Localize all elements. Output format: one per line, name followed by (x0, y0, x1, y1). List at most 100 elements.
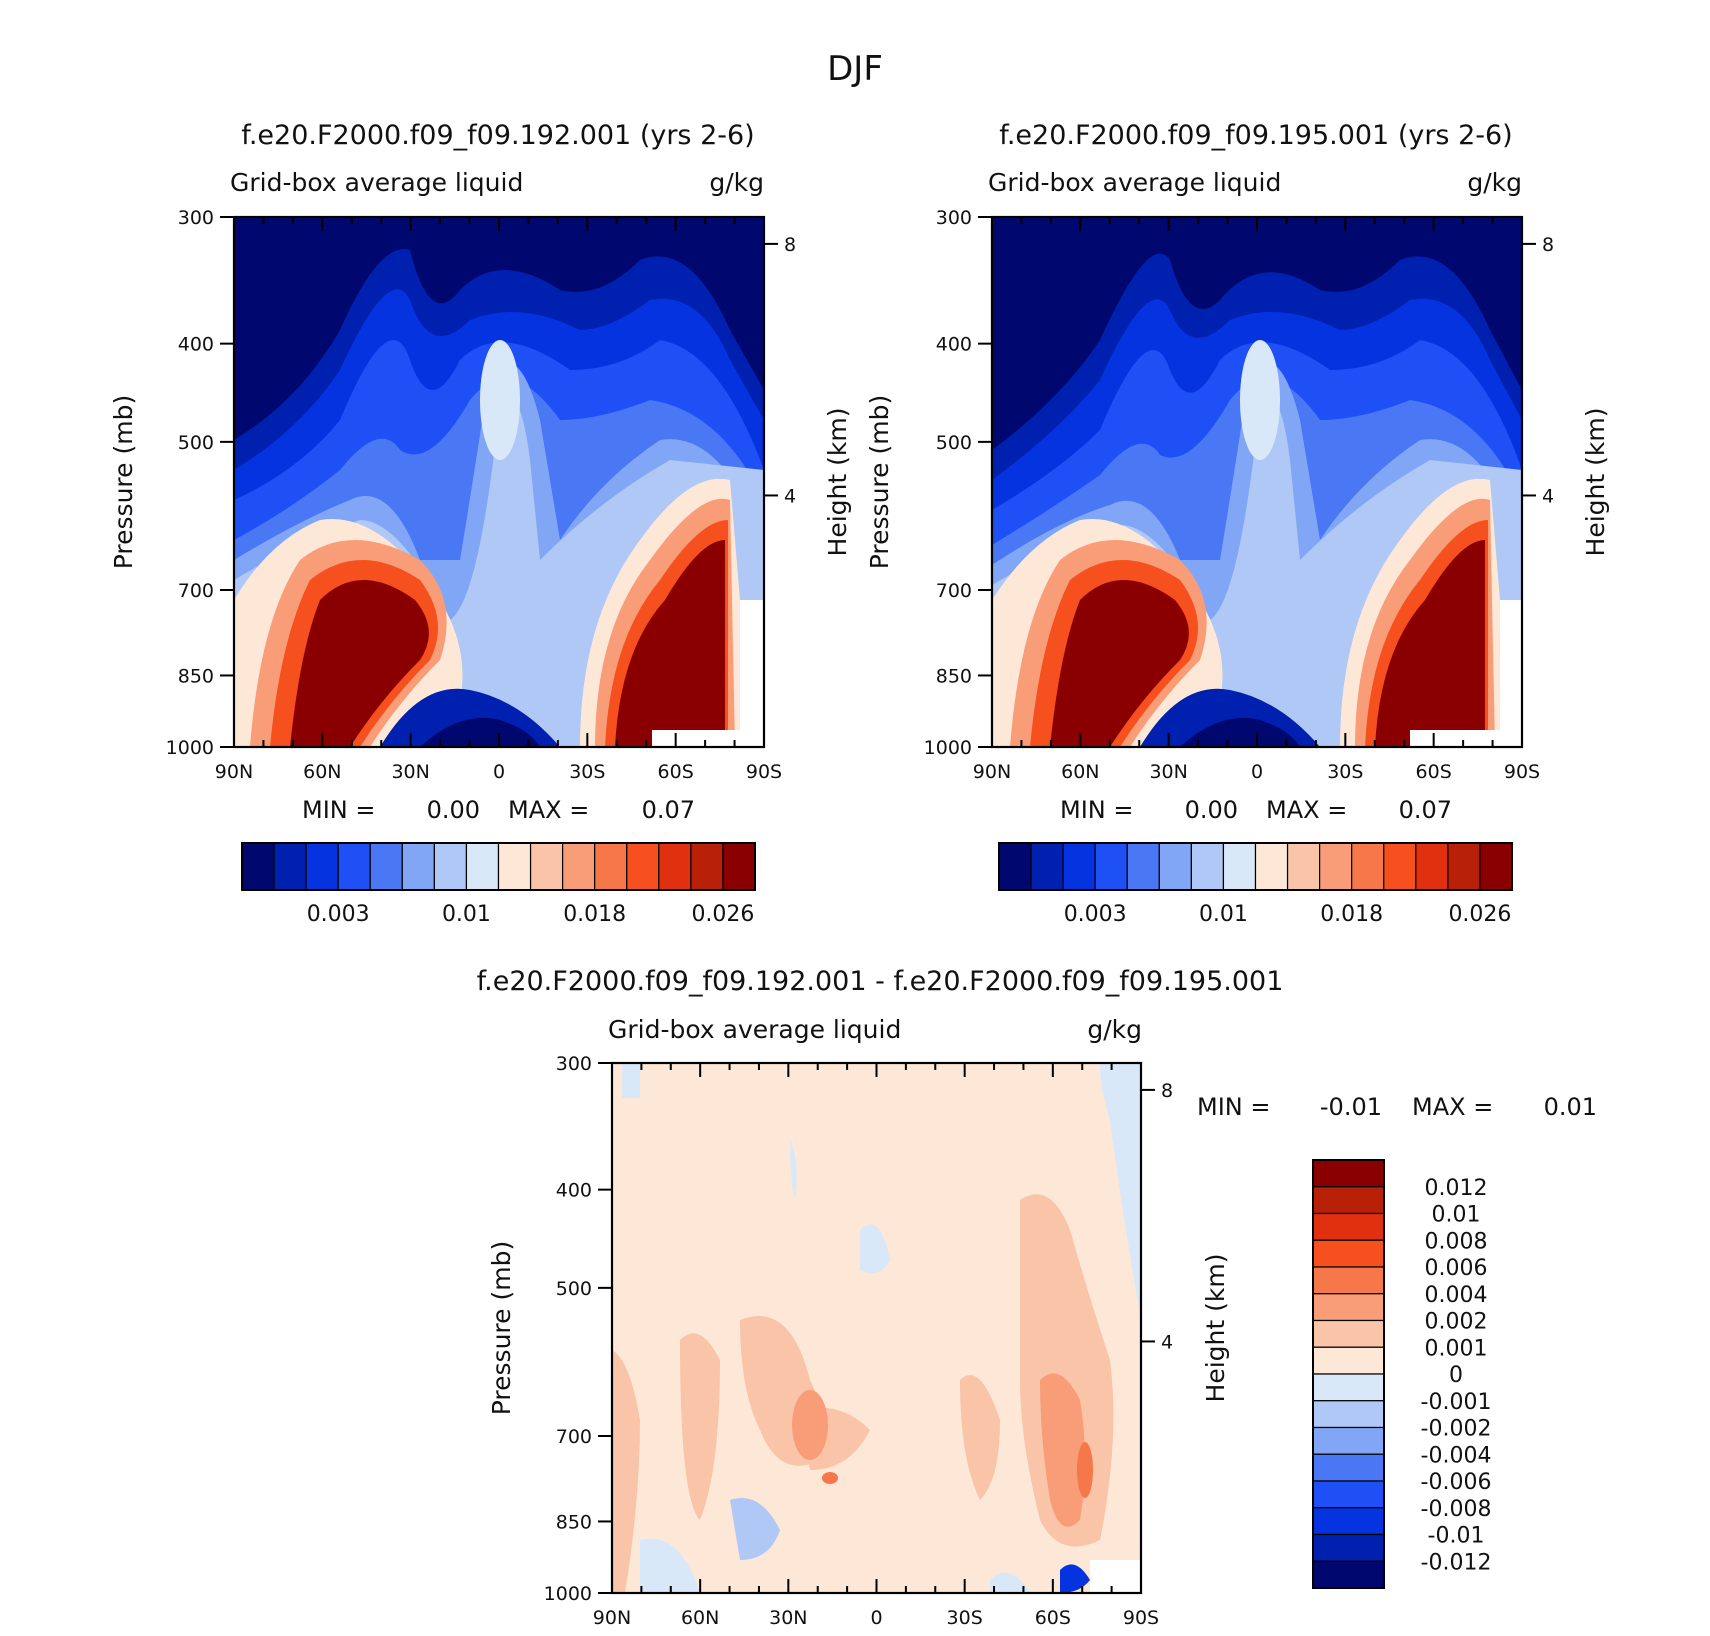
panel-left: f.e20.F2000.f09_f09.192.001 (yrs 2-6) Gr… (109, 120, 852, 927)
panel-left-xtick-label: 30N (391, 761, 429, 783)
panel-right-colorbar-swatch (1094, 842, 1128, 891)
panel-right-min-label: MIN = (1060, 796, 1133, 824)
panel-left-xtick-label: 90S (746, 761, 782, 783)
panel-difference-colorbar-label: 0.012 (1425, 1176, 1488, 1201)
panel-right-ytick-label: 300 (936, 207, 972, 229)
panel-left-ytick-label: 300 (178, 207, 214, 229)
panel-left-max-label: MAX = (508, 796, 589, 824)
panel-left-colorbar-swatch (626, 842, 660, 891)
panel-difference-colorbar-label: -0.008 (1421, 1497, 1492, 1522)
panel-left-ylabel: Pressure (mb) (109, 395, 138, 569)
panel-left-ytick-right-label: 8 (784, 234, 796, 256)
panel-right-field: Grid-box average liquid (988, 168, 1281, 197)
panel-right-colorbar-swatch (1479, 842, 1513, 891)
panel-right-colorbar-swatch (1158, 842, 1192, 891)
panel-right-xtick-label: 90S (1504, 761, 1540, 783)
panel-right-colorbar: 0.003 0.01 0.018 0.026 (998, 842, 1513, 927)
panel-difference: f.e20.F2000.f09_f09.192.001 - f.e20.F200… (477, 966, 1597, 1629)
panel-right-ytick-label: 1000 (924, 737, 972, 759)
panel-right-colorbar-swatch (1126, 842, 1160, 891)
panel-right-colorbar-label: 0.026 (1448, 902, 1511, 927)
panel-difference-axes: 90N 60N 30N 0 30S 60S 90S 300 400 500 700 850 1000 8 4 (544, 1053, 1173, 1629)
panel-difference-ytick-label: 1000 (544, 1583, 592, 1605)
panel-difference-title: f.e20.F2000.f09_f09.192.001 - f.e20.F200… (477, 966, 1284, 997)
panel-difference-colorbar-swatch (1312, 1400, 1385, 1429)
panel-right-units: g/kg (1467, 168, 1522, 197)
panel-left-colorbar-label: 0.003 (307, 902, 370, 927)
panel-right-colorbar-swatch (1254, 842, 1289, 891)
panel-difference-units: g/kg (1087, 1015, 1142, 1044)
panel-difference-colorbar-label: 0.006 (1425, 1256, 1488, 1281)
panel-difference-colorbar-swatch (1312, 1266, 1385, 1295)
panel-right-colorbar-swatch (1190, 842, 1225, 891)
panel-left-colorbar-frame (241, 842, 756, 891)
panel-difference-colorbar-label: -0.012 (1421, 1550, 1492, 1575)
panel-right-colorbar-swatch (1447, 842, 1481, 891)
panel-difference-colorbar-label: 0.008 (1425, 1229, 1488, 1254)
panel-right-xtick-label: 60N (1061, 761, 1099, 783)
panel-difference-colorbar-swatch (1312, 1212, 1385, 1241)
panel-difference-colorbar-swatch (1312, 1346, 1385, 1375)
panel-right-colorbar-label: 0.018 (1320, 902, 1383, 927)
panel-difference-colorbar-swatch (1312, 1426, 1385, 1455)
panel-left-ytick-label: 1000 (166, 737, 214, 759)
panel-difference-xtick-label: 60N (681, 1607, 719, 1629)
panel-right-colorbar-label: 0.003 (1064, 902, 1127, 927)
panel-difference-colorbar-frame (1312, 1159, 1385, 1589)
panel-left-colorbar-swatch (594, 842, 628, 891)
panel-difference-ytick-label: 700 (556, 1426, 592, 1448)
panel-left-xtick-label: 60N (303, 761, 341, 783)
panel-right-colorbar-swatch (1351, 842, 1385, 891)
panel-difference-ytick-label: 500 (556, 1278, 592, 1300)
panel-difference-min: -0.01 (1320, 1093, 1382, 1121)
panel-left-colorbar-swatch (369, 842, 403, 891)
panel-difference-colorbar-label: -0.001 (1421, 1390, 1492, 1415)
panel-difference-colorbar-swatch (1312, 1319, 1385, 1348)
panel-difference-colorbar-label: -0.002 (1421, 1417, 1492, 1442)
panel-left-axes: 90N 60N 30N 0 30S 60S 90S 300 400 500 700 850 1000 8 4 (166, 207, 796, 783)
panel-difference-xtick-label: 30S (947, 1607, 983, 1629)
panel-difference-max: 0.01 (1544, 1093, 1597, 1121)
panel-difference-colorbar-label: -0.004 (1421, 1443, 1492, 1468)
panel-left-ytick-right-label: 4 (784, 485, 796, 507)
panel-left-xtick-label: 0 (493, 761, 505, 783)
panel-difference-xtick-label: 90S (1123, 1607, 1159, 1629)
panel-difference-colorbar-swatch (1312, 1373, 1385, 1402)
panel-left-colorbar-swatch (273, 842, 307, 891)
panel-right-colorbar-swatch (1062, 842, 1096, 891)
panel-difference-min-label: MIN = (1197, 1093, 1270, 1121)
panel-left-ytick-label: 850 (178, 665, 214, 687)
panel-left-colorbar-swatch (722, 842, 756, 891)
panel-left-ytick-label: 700 (178, 580, 214, 602)
panel-right-colorbar-label: 0.01 (1199, 902, 1248, 927)
panel-left-field: Grid-box average liquid (230, 168, 523, 197)
panel-right-colorbar-swatch (1319, 842, 1353, 891)
page-title: DJF (827, 49, 883, 89)
panel-left-min-label: MIN = (302, 796, 375, 824)
panel-difference-colorbar-swatch (1312, 1507, 1385, 1536)
panel-difference-colorbar-swatch (1312, 1293, 1385, 1322)
panel-difference-contours (612, 1063, 1141, 1593)
panel-difference-ytick-label: 300 (556, 1053, 592, 1075)
panel-right-xtick-label: 30S (1327, 761, 1363, 783)
panel-right-xtick-label: 0 (1251, 761, 1263, 783)
panel-right-colorbar-frame (998, 842, 1513, 891)
panel-right-ylabel-right: Height (km) (1581, 408, 1610, 557)
panel-difference-colorbar-label: -0.01 (1428, 1524, 1485, 1549)
panel-difference-ytick-label: 400 (556, 1180, 592, 1202)
panel-right-colorbar-swatch (998, 842, 1032, 891)
panel-right-xtick-label: 90N (973, 761, 1011, 783)
panel-difference-colorbar-swatch (1312, 1480, 1385, 1509)
panel-difference-colorbar-label: 0.01 (1432, 1203, 1481, 1228)
panel-left-colorbar-label: 0.026 (691, 902, 754, 927)
panel-left-units: g/kg (709, 168, 764, 197)
panel-left-title: f.e20.F2000.f09_f09.192.001 (yrs 2-6) (241, 120, 754, 151)
panel-right-colorbar-swatch (1286, 842, 1321, 891)
panel-left-colorbar-swatch (337, 842, 371, 891)
panel-left-colorbar-swatch (433, 842, 468, 891)
panel-difference-colorbar-label: 0.004 (1425, 1283, 1488, 1308)
panel-difference-colorbar-swatch (1312, 1239, 1385, 1268)
panel-difference-colorbar: 0.0120.010.0080.0060.0040.0020.0010-0.00… (1312, 1159, 1492, 1589)
panel-left-colorbar-swatch (465, 842, 500, 891)
panel-difference-xtick-label: 0 (870, 1607, 882, 1629)
